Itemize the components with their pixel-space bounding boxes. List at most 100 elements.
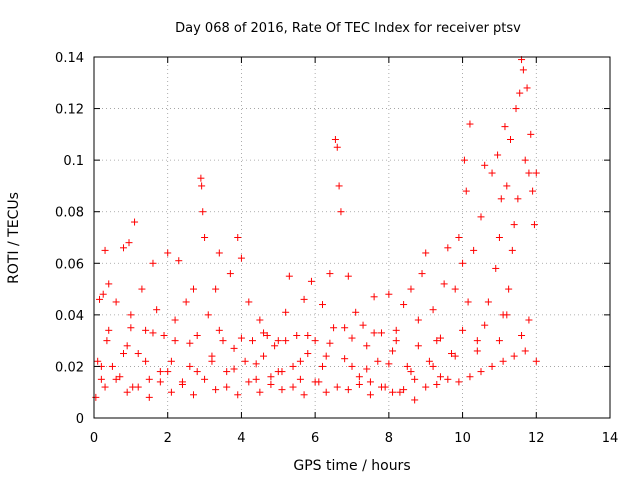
data-point [212,386,220,394]
data-point [492,264,500,272]
data-point [123,342,131,350]
data-point [400,301,408,309]
x-axis-label: GPS time / hours [293,458,410,474]
data-point [389,388,397,396]
data-point [293,331,301,339]
data-point [193,368,201,376]
data-point [223,368,231,376]
data-point [370,293,378,301]
data-point [145,375,153,383]
data-point [198,182,206,190]
chart-title: Day 068 of 2016, Rate Of TEC Index for r… [175,21,521,36]
data-point [403,362,411,370]
data-point [407,285,415,293]
data-point [503,182,511,190]
data-point [285,272,293,280]
data-point [429,362,437,370]
data-point [241,357,249,365]
data-point [523,84,531,92]
data-point [464,298,472,306]
data-point [488,362,496,370]
data-point [477,368,485,376]
data-point [134,350,142,358]
data-point [377,329,385,337]
data-point [237,334,245,342]
data-point [142,326,150,334]
data-point [156,378,164,386]
data-point [337,208,345,216]
data-point [333,143,341,151]
data-point [470,246,478,254]
data-point [175,257,183,265]
data-point [466,120,474,128]
data-point [149,259,157,267]
grid [94,57,610,418]
data-point [333,383,341,391]
data-point [112,375,120,383]
data-point [326,270,334,278]
data-point [418,270,426,278]
data-point [414,316,422,324]
data-point [444,244,452,252]
data-point [527,130,535,138]
data-point [134,383,142,391]
data-point [289,362,297,370]
data-point [335,182,343,190]
data-point [448,350,456,358]
data-point [466,373,474,381]
data-point [278,386,286,394]
data-point [201,234,209,241]
data-point [477,213,485,221]
data-point [341,355,349,363]
data-point [455,378,463,386]
data-point [125,239,133,247]
data-point [525,316,533,324]
data-point [252,375,260,383]
data-point [131,218,139,226]
data-point [307,277,315,285]
data-point [451,352,459,360]
data-point [529,187,537,195]
data-point [149,329,157,337]
data-point [396,388,404,396]
data-point [197,174,205,182]
data-point [440,280,448,288]
data-point [459,259,467,267]
data-point [359,321,367,329]
data-point [208,352,216,360]
data-point [127,311,135,319]
data-point [300,295,308,303]
data-point [171,316,179,324]
data-point [105,280,113,288]
data-point [363,365,371,373]
y-tick-labels: 0 0.02 0.04 0.06 0.08 0.1 0.12 0.14 [55,51,84,427]
data-point [352,308,360,316]
data-point [199,208,207,216]
data-point [267,373,275,381]
data-point [105,326,113,334]
x-tick-label: 0 [90,431,98,446]
data-point [494,151,502,159]
data-point [444,375,452,383]
data-point [366,378,374,386]
y-tick-label: 0.14 [55,51,84,66]
data-point [245,298,253,306]
data-point [519,66,527,74]
data-point [230,344,238,352]
data-point [234,234,242,241]
data-point [433,337,441,345]
data-point [274,368,282,376]
data-point [506,136,514,144]
data-point [296,375,304,383]
data-point [123,388,131,396]
data-point [97,375,105,383]
data-point [429,306,437,314]
data-point [112,298,120,306]
data-point [462,187,470,195]
data-point [274,337,282,345]
data-point [530,221,538,229]
data-point [363,342,371,350]
data-point [226,270,234,278]
data-point [94,357,102,365]
data-point [501,123,509,131]
